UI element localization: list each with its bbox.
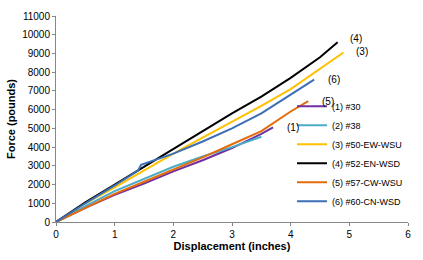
svg-text:0: 0 xyxy=(44,217,50,228)
svg-text:(5) #57-CW-WSU: (5) #57-CW-WSU xyxy=(332,178,402,188)
svg-text:9000: 9000 xyxy=(28,48,51,59)
svg-text:Force (pounds): Force (pounds) xyxy=(5,79,17,159)
svg-text:(6) #60-CN-WSD: (6) #60-CN-WSD xyxy=(332,197,401,207)
svg-text:5: 5 xyxy=(347,229,353,240)
svg-text:5000: 5000 xyxy=(28,123,51,134)
svg-text:(4) #52-EN-WSD: (4) #52-EN-WSD xyxy=(332,159,401,169)
svg-text:8000: 8000 xyxy=(28,67,51,78)
svg-text:1000: 1000 xyxy=(28,198,51,209)
svg-text:4: 4 xyxy=(288,229,294,240)
svg-text:(3): (3) xyxy=(356,46,368,57)
svg-text:(3) #50-EW-WSU: (3) #50-EW-WSU xyxy=(332,140,402,150)
svg-text:4000: 4000 xyxy=(28,142,51,153)
svg-text:2000: 2000 xyxy=(28,179,51,190)
svg-text:3000: 3000 xyxy=(28,160,51,171)
svg-text:3: 3 xyxy=(229,229,235,240)
svg-text:6000: 6000 xyxy=(28,104,51,115)
svg-text:(5): (5) xyxy=(322,96,334,107)
svg-text:2: 2 xyxy=(171,229,177,240)
svg-text:(1) #30: (1) #30 xyxy=(332,102,361,112)
svg-text:1: 1 xyxy=(112,229,118,240)
svg-text:(6): (6) xyxy=(328,74,340,85)
svg-text:10000: 10000 xyxy=(22,29,50,40)
svg-text:Displacement (inches): Displacement (inches) xyxy=(174,240,291,252)
svg-text:0: 0 xyxy=(53,229,59,240)
svg-text:(4): (4) xyxy=(350,33,362,44)
svg-text:7000: 7000 xyxy=(28,85,51,96)
svg-text:11000: 11000 xyxy=(23,11,51,22)
svg-text:(2) #38: (2) #38 xyxy=(332,121,361,131)
svg-text:6: 6 xyxy=(405,229,411,240)
svg-text:(1): (1) xyxy=(287,122,299,133)
